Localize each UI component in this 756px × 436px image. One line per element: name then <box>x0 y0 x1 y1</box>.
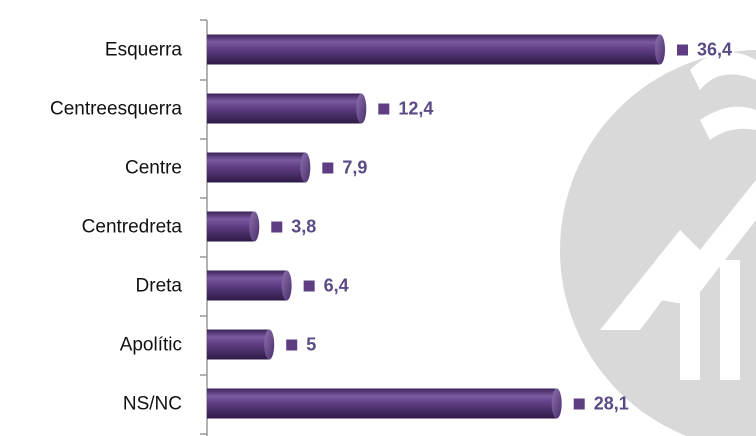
bar-cap <box>249 211 260 242</box>
bar-cap <box>281 270 292 301</box>
bar <box>207 93 362 124</box>
axis <box>200 19 208 436</box>
category-label: Centreesquerra <box>50 99 182 120</box>
bar <box>207 388 557 419</box>
value-label: 6,4 <box>324 275 349 295</box>
value-marker <box>271 221 283 233</box>
value-label: 36,4 <box>697 39 732 59</box>
category-label: Centredreta <box>82 217 183 238</box>
category-label: Esquerra <box>105 40 183 61</box>
value-marker <box>573 398 585 410</box>
category-label: Dreta <box>136 276 183 297</box>
bar <box>207 211 255 242</box>
value-label: 28,1 <box>594 393 629 413</box>
value-label: 5 <box>306 334 316 354</box>
bar-cap <box>264 329 275 360</box>
value-marker <box>378 103 390 115</box>
bar-cap <box>655 34 665 65</box>
value-label: 3,8 <box>291 216 316 236</box>
value-label: 7,9 <box>342 157 367 177</box>
bar-cap <box>551 388 562 419</box>
bar <box>207 34 660 65</box>
bar-cap <box>356 93 367 124</box>
category-label: NS/NC <box>123 394 182 415</box>
category-label: Apolític <box>120 335 182 356</box>
value-marker <box>303 280 315 292</box>
bar <box>207 329 270 360</box>
bar <box>207 152 306 183</box>
bar <box>207 270 287 301</box>
category-label: Centre <box>125 158 182 179</box>
value-marker <box>322 162 334 174</box>
watermark <box>560 50 756 436</box>
bar-cap <box>300 152 311 183</box>
value-marker <box>286 339 298 351</box>
value-label: 12,4 <box>398 98 433 118</box>
value-marker <box>677 44 688 56</box>
